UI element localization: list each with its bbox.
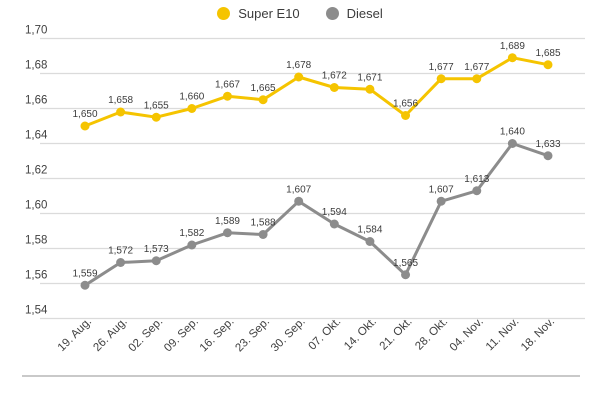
data-point-label-diesel: 1,607 [286, 184, 311, 195]
data-point-super-e10 [436, 74, 446, 84]
data-point-diesel [365, 237, 375, 246]
x-tick-label: 18. Nov. [519, 316, 557, 354]
data-point-diesel [151, 256, 161, 266]
data-point-super-e10 [258, 95, 268, 105]
data-point-super-e10 [294, 72, 304, 82]
x-tick-label: 16. Sep. [198, 316, 237, 355]
y-tick-label: 1,60 [25, 200, 47, 212]
x-tick-label: 28. Okt. [413, 316, 450, 353]
data-point-label-diesel: 1,594 [322, 207, 347, 218]
y-tick-label: 1,66 [25, 95, 47, 107]
data-point-label-super-e10: 1,658 [108, 95, 133, 106]
data-point-super-e10 [543, 60, 553, 70]
data-point-diesel [401, 270, 411, 280]
data-point-label-super-e10: 1,678 [286, 60, 311, 71]
legend-label-super-e10: Super E10 [238, 6, 300, 21]
data-point-super-e10 [401, 111, 411, 120]
data-point-diesel [294, 196, 304, 206]
data-point-label-diesel: 1,559 [72, 268, 97, 279]
data-point-label-super-e10: 1,665 [251, 83, 276, 94]
x-tick-label: 26. Aug. [91, 316, 129, 354]
data-point-super-e10 [116, 107, 126, 117]
data-point-label-diesel: 1,589 [215, 216, 240, 227]
y-tick-label: 1,64 [25, 130, 48, 142]
y-tick-label: 1,62 [25, 165, 47, 177]
legend-item-diesel[interactable]: Diesel [325, 6, 383, 21]
y-tick-label: 1,56 [25, 270, 47, 282]
data-point-label-diesel: 1,584 [357, 225, 382, 236]
data-point-super-e10 [187, 104, 197, 113]
data-point-diesel [436, 196, 446, 206]
data-point-label-super-e10: 1,660 [179, 92, 204, 103]
data-point-label-super-e10: 1,672 [322, 71, 347, 82]
x-tick-label: 23. Sep. [233, 316, 272, 355]
data-point-label-diesel: 1,633 [535, 139, 560, 150]
data-point-diesel [116, 258, 126, 267]
data-point-label-diesel: 1,582 [179, 228, 204, 239]
data-point-label-super-e10: 1,689 [500, 41, 525, 52]
data-point-super-e10 [80, 121, 90, 131]
series-line-super-e10 [83, 56, 550, 128]
series-line-diesel [83, 142, 550, 287]
data-point-super-e10 [222, 91, 232, 101]
data-point-label-diesel: 1,607 [429, 184, 454, 195]
x-tick-label: 11. Nov. [484, 316, 522, 354]
x-tick-label: 30. Sep. [269, 316, 308, 355]
data-point-diesel [543, 151, 553, 161]
data-point-label-diesel: 1,573 [144, 244, 169, 255]
x-tick-label: 07. Okt. [306, 316, 343, 353]
legend-label-diesel: Diesel [346, 6, 383, 21]
data-point-label-super-e10: 1,650 [72, 109, 97, 120]
data-point-diesel [80, 280, 90, 290]
super-e10-series-swatch-icon [217, 7, 231, 20]
y-tick-label: 1,54 [25, 305, 48, 317]
data-point-super-e10 [151, 112, 161, 122]
chart-legend: Super E10 Diesel [0, 6, 600, 21]
data-point-label-super-e10: 1,685 [535, 48, 560, 59]
y-tick-label: 1,70 [25, 25, 47, 37]
data-point-diesel [472, 186, 482, 196]
legend-item-super-e10[interactable]: Super E10 [217, 6, 300, 21]
data-point-label-super-e10: 1,677 [464, 62, 489, 73]
data-point-diesel [222, 228, 232, 238]
data-point-label-diesel: 1,640 [500, 127, 525, 138]
data-point-label-diesel: 1,588 [251, 218, 276, 229]
data-point-diesel [187, 240, 197, 250]
data-point-diesel [258, 230, 268, 239]
diesel-series-swatch-icon [325, 7, 339, 20]
x-tick-label: 14. Okt. [342, 316, 379, 353]
data-point-label-diesel: 1,565 [393, 258, 418, 269]
x-tick-label: 02. Sep. [127, 316, 166, 355]
data-point-diesel [507, 139, 517, 148]
data-point-super-e10 [472, 74, 482, 84]
data-point-label-super-e10: 1,655 [144, 100, 169, 111]
data-point-diesel [329, 219, 339, 229]
x-tick-label: 04. Nov. [448, 316, 486, 354]
data-point-label-super-e10: 1,667 [215, 79, 240, 90]
data-point-label-super-e10: 1,677 [429, 62, 454, 73]
data-point-label-super-e10: 1,656 [393, 99, 418, 110]
x-tick-label: 19. Aug. [56, 316, 94, 354]
x-tick-label: 09. Sep. [162, 316, 201, 355]
data-point-label-super-e10: 1,671 [357, 72, 382, 83]
data-point-super-e10 [365, 84, 375, 94]
data-point-label-diesel: 1,572 [108, 246, 133, 257]
y-tick-label: 1,68 [25, 60, 47, 72]
data-point-super-e10 [507, 53, 517, 63]
y-tick-label: 1,58 [25, 235, 47, 247]
x-tick-label: 21. Okt. [378, 316, 415, 353]
data-point-super-e10 [329, 83, 339, 92]
data-point-label-diesel: 1,613 [464, 174, 489, 185]
